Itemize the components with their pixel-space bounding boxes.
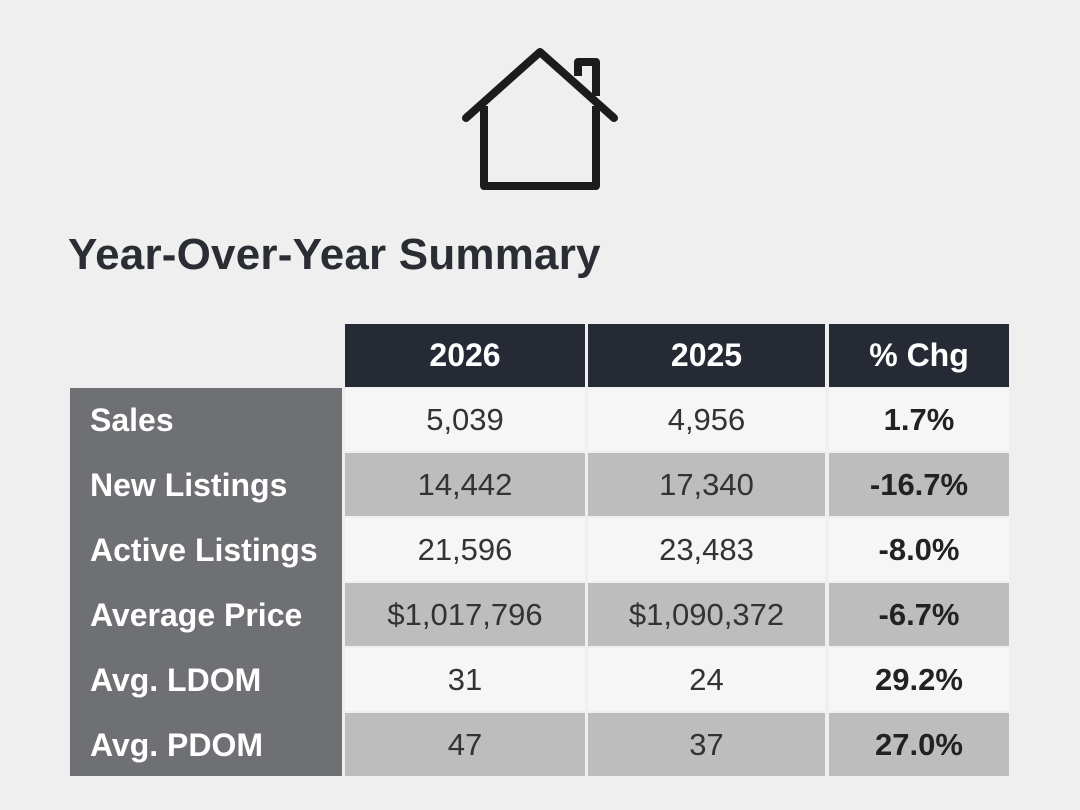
cell-avg-pdom-change: 27.0% xyxy=(829,713,1009,776)
cell-sales-2025: 4,956 xyxy=(588,388,825,451)
page-title: Year-Over-Year Summary xyxy=(68,230,601,279)
cell-sales-change: 1.7% xyxy=(829,388,1009,451)
cell-new-listings-change: -16.7% xyxy=(829,453,1009,516)
row-label-new-listings: New Listings xyxy=(90,467,288,503)
column-header-pct-change: % Chg xyxy=(829,324,1009,387)
cell-avg-pdom-2025: 37 xyxy=(588,713,825,776)
cell-new-listings-2025: 17,340 xyxy=(588,453,825,516)
cell-avg-ldom-change: 29.2% xyxy=(829,648,1009,711)
cell-active-listings-change: -8.0% xyxy=(829,518,1009,581)
cell-avg-pdom-2026: 47 xyxy=(345,713,585,776)
row-label-active-listings: Active Listings xyxy=(90,532,318,568)
row-label-column xyxy=(70,388,342,776)
row-label-sales: Sales xyxy=(90,402,174,438)
row-label-avg-pdom: Avg. PDOM xyxy=(90,727,264,763)
cell-avg-ldom-2026: 31 xyxy=(345,648,585,711)
column-header-2025: 2025 xyxy=(588,324,825,387)
house-icon xyxy=(462,48,618,190)
cell-avg-ldom-2025: 24 xyxy=(588,648,825,711)
row-label-average-price: Average Price xyxy=(90,597,303,633)
cell-average-price-change: -6.7% xyxy=(829,583,1009,646)
column-header-2026: 2026 xyxy=(345,324,585,387)
cell-active-listings-2025: 23,483 xyxy=(588,518,825,581)
cell-active-listings-2026: 21,596 xyxy=(345,518,585,581)
cell-average-price-2026: $1,017,796 xyxy=(345,583,585,646)
cell-sales-2026: 5,039 xyxy=(345,388,585,451)
cell-new-listings-2026: 14,442 xyxy=(345,453,585,516)
row-label-avg-ldom: Avg. LDOM xyxy=(90,662,262,698)
cell-average-price-2025: $1,090,372 xyxy=(588,583,825,646)
